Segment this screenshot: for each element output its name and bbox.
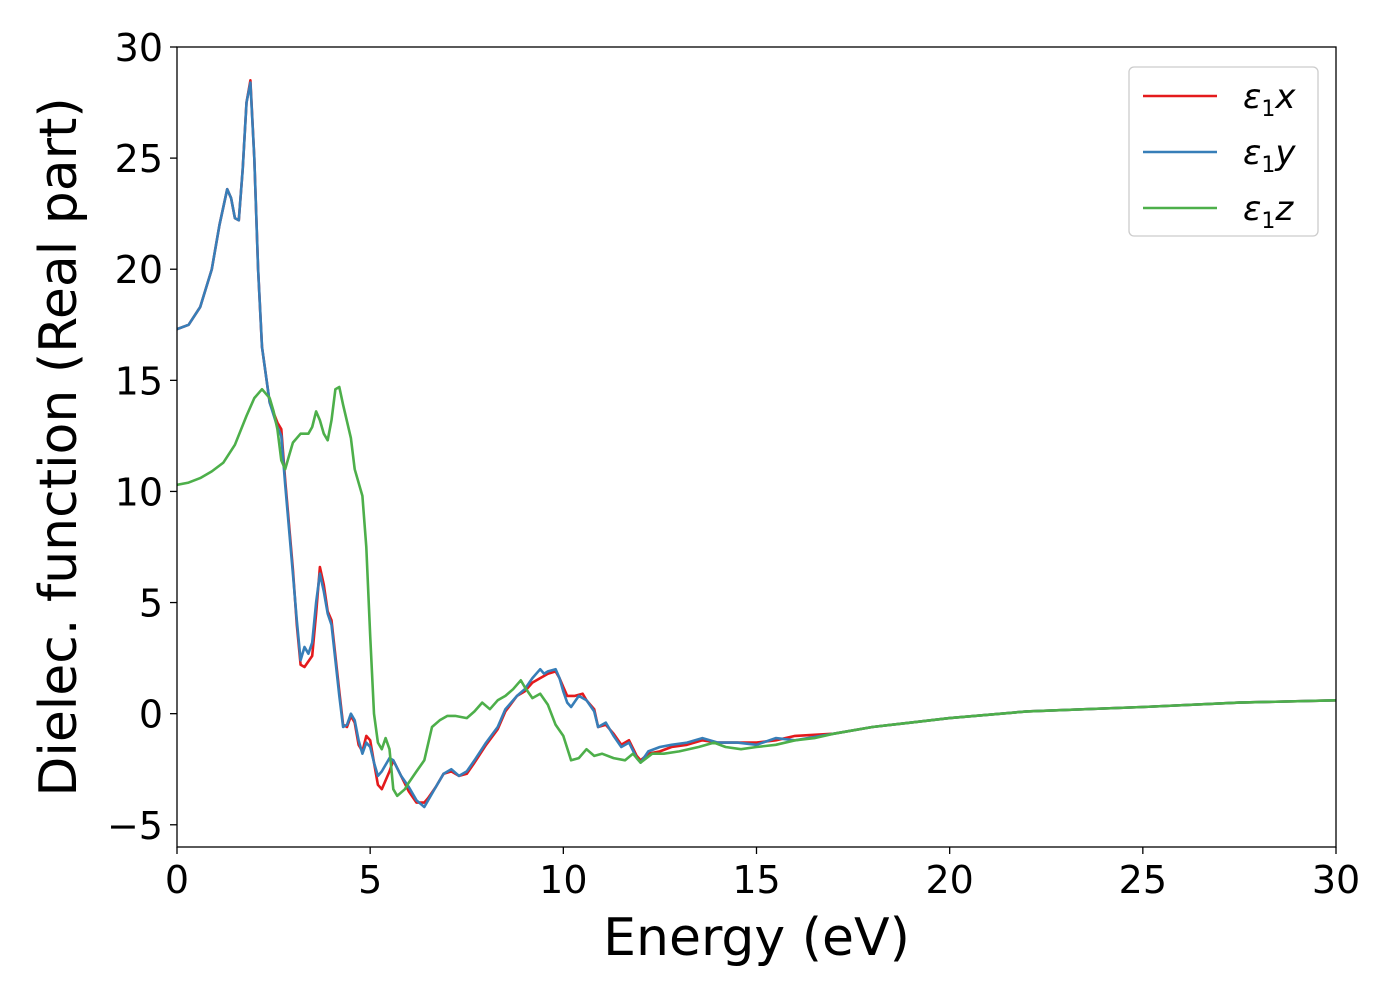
y-axis-title: Dielec. function (Real part) <box>29 97 89 796</box>
x-axis: 0 5 10 15 20 25 30 <box>165 847 1360 902</box>
series-layer <box>177 79 1336 809</box>
x-tick-label: 5 <box>358 858 382 902</box>
series-line-z <box>177 385 1336 798</box>
x-tick-label: 0 <box>165 858 189 902</box>
x-tick-label: 20 <box>925 858 973 902</box>
y-tick-label: 10 <box>115 470 163 514</box>
y-tick-label: −5 <box>107 804 163 848</box>
y-axis: −5 0 5 10 15 20 25 30 <box>107 26 177 848</box>
legend-label-x: ε1x <box>1243 77 1296 122</box>
x-tick-label: 25 <box>1119 858 1167 902</box>
y-tick-label: 25 <box>115 137 163 181</box>
y-tick-label: 0 <box>139 693 163 737</box>
x-tick-label: 30 <box>1312 858 1360 902</box>
x-tick-label: 15 <box>732 858 780 902</box>
legend-box <box>1128 66 1319 237</box>
legend: ε1x ε1y ε1z <box>1128 66 1319 237</box>
legend-label-z: ε1z <box>1243 189 1294 234</box>
y-tick-label: 5 <box>139 582 163 626</box>
y-tick-label: 15 <box>115 359 163 403</box>
x-tick-label: 10 <box>539 858 587 902</box>
y-tick-label: 20 <box>115 248 163 292</box>
x-axis-title: Energy (eV) <box>603 908 910 968</box>
y-tick-label: 30 <box>115 26 163 70</box>
legend-label-y: ε1y <box>1243 133 1296 178</box>
